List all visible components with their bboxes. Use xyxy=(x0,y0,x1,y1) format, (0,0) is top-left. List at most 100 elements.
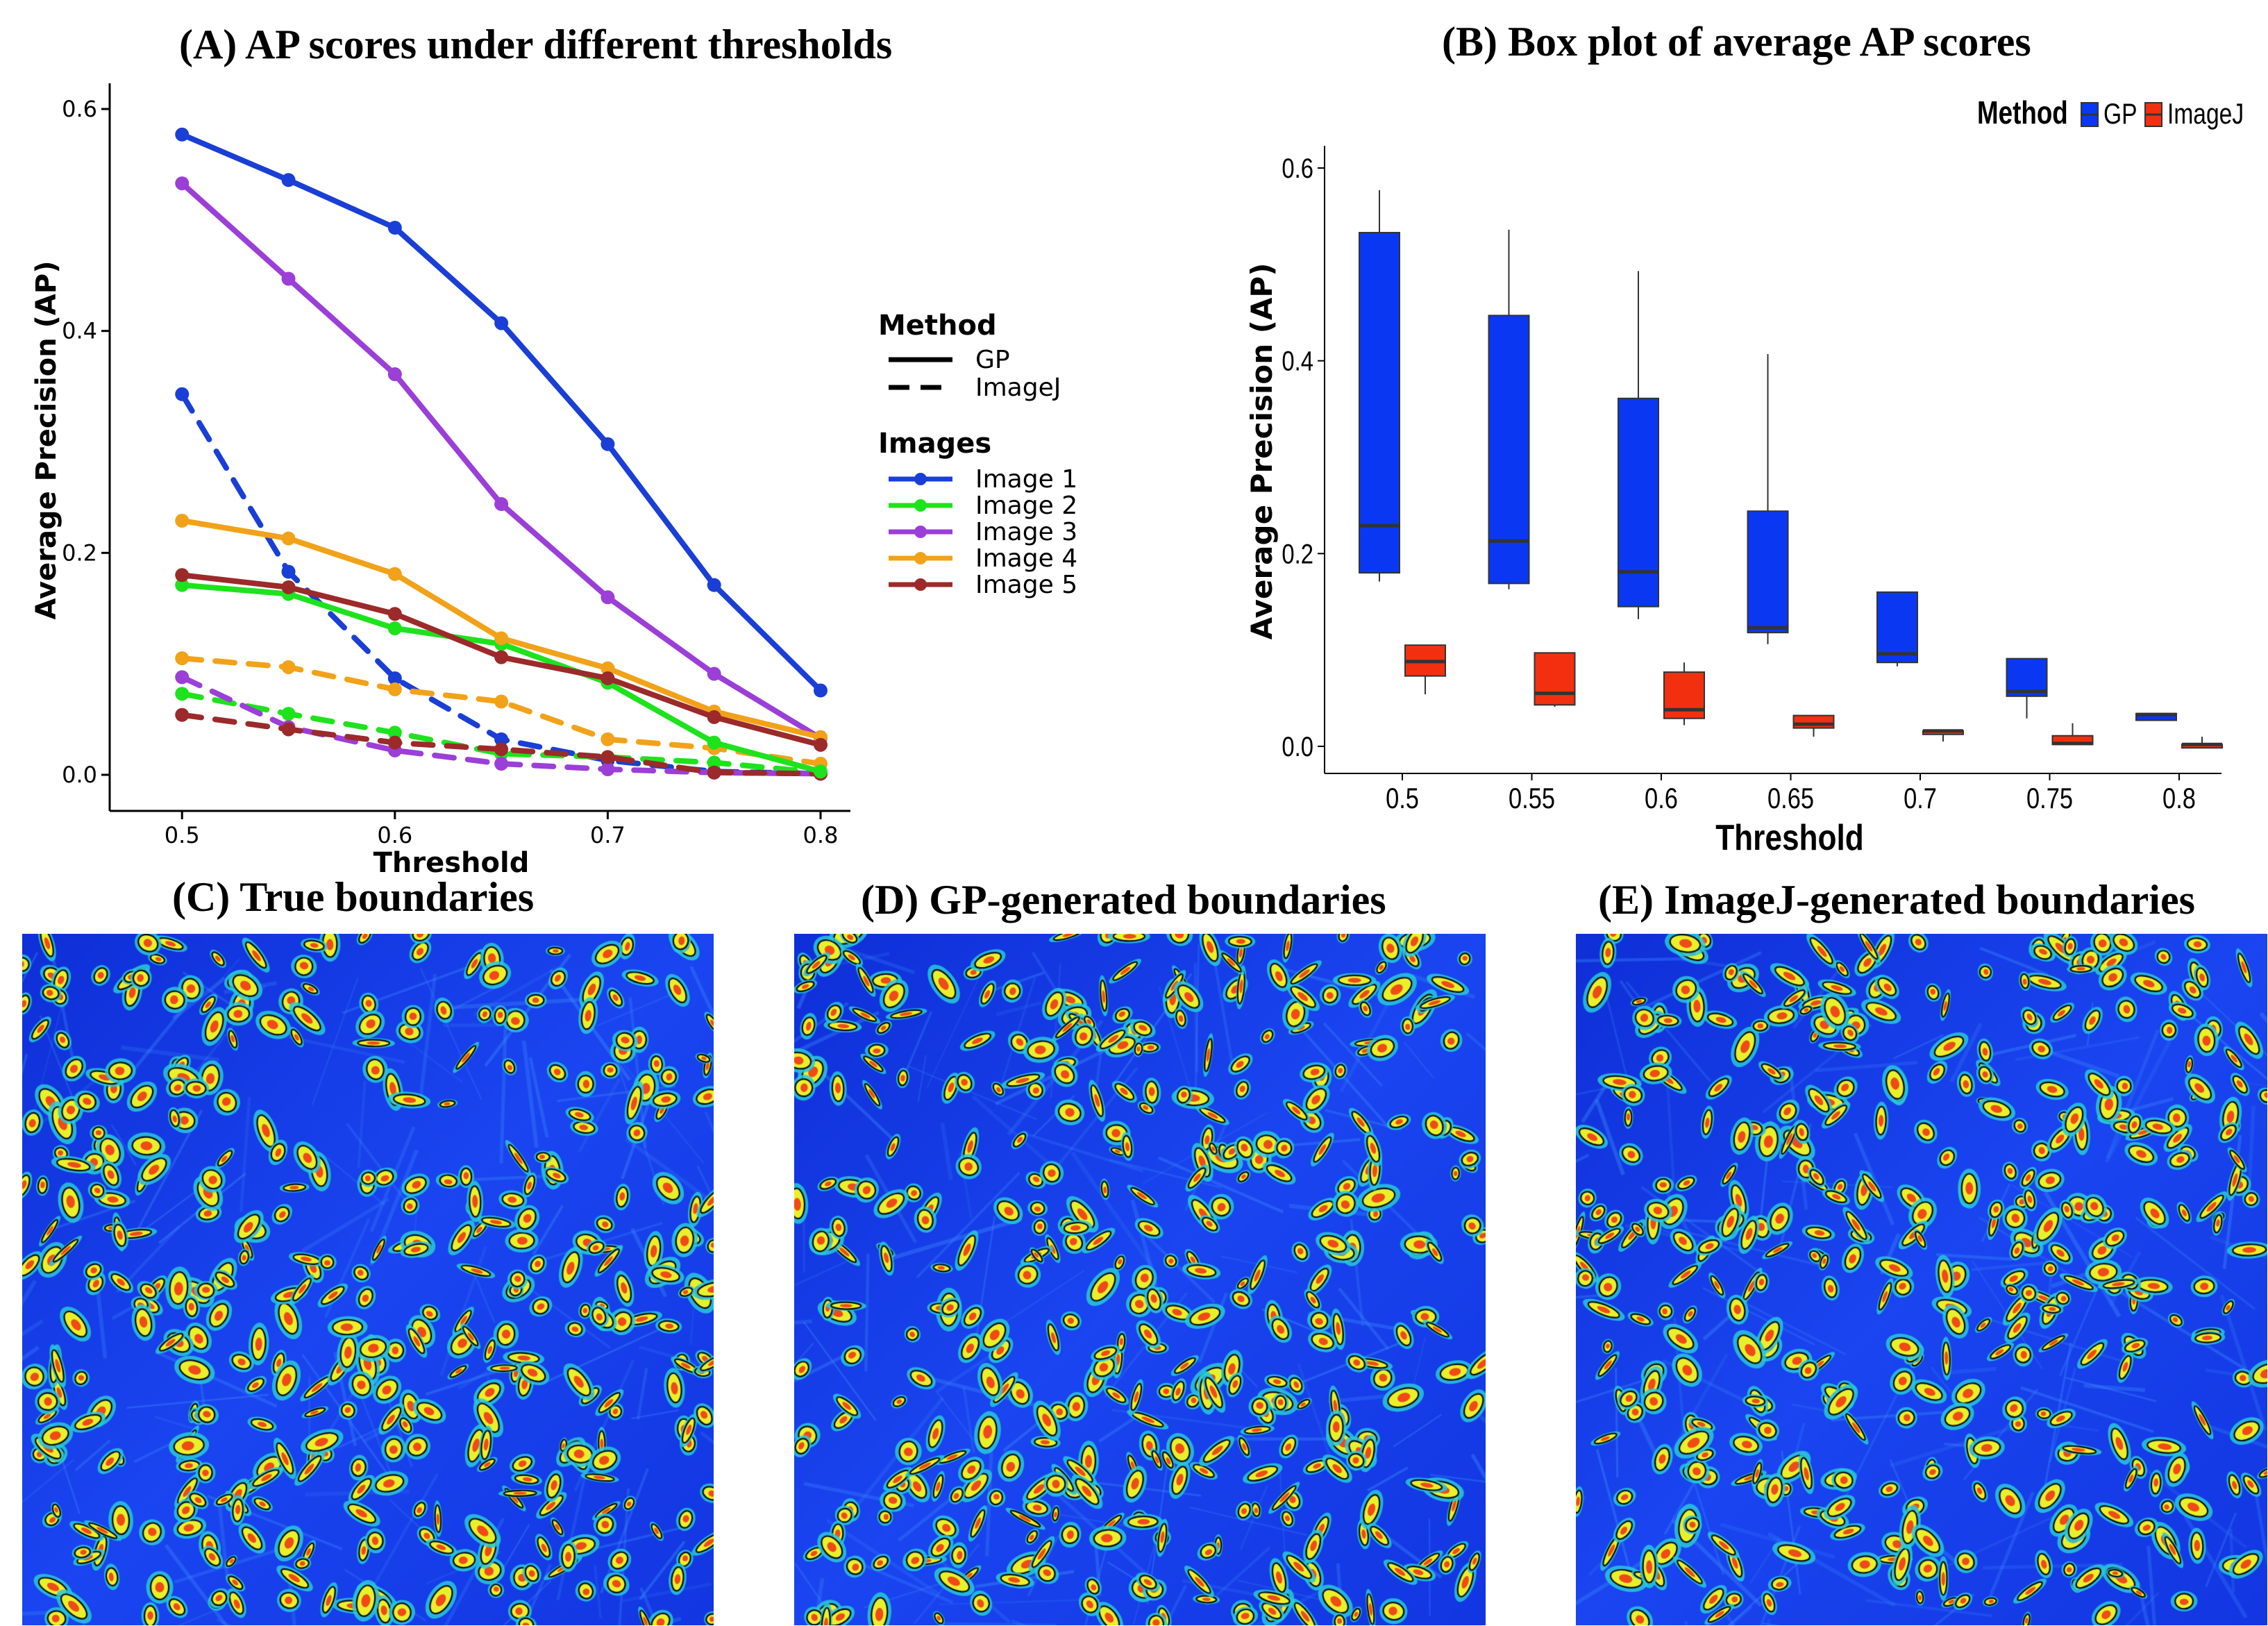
point-image-5-gp xyxy=(175,568,190,582)
chart-a-x-tick-label: 0.6 xyxy=(377,822,412,848)
box-plot-ap-scores: 0.0 0.2 0.4 0.6 0.5 0.55 0.6 0.65 0.7 0.75 0.8 Thre… xyxy=(1245,94,2244,858)
chart-b-x-axis-title: Threshold xyxy=(1715,818,1864,858)
line-chart-ap-scores: 0.0 0.2 0.4 0.6 0.5 0.6 0.7 0.8 Threshold Average… xyxy=(31,83,1077,879)
point-image-2-imagej xyxy=(707,755,721,770)
point-image-1-gp xyxy=(387,221,402,235)
point-image-1-gp xyxy=(600,437,615,451)
point-image-4-gp xyxy=(387,567,402,581)
panel-a-title: (A) AP scores under different thresholds xyxy=(179,22,893,67)
point-image-3-gp xyxy=(281,271,296,286)
chart-b-y-axis-title: Average Precision (AP) xyxy=(1245,263,1279,640)
point-image-4-gp xyxy=(175,513,190,528)
point-image-3-imagej xyxy=(600,762,615,777)
legend-b-title: Method xyxy=(1977,94,2068,131)
point-image-5-gp xyxy=(387,607,402,621)
chart-b-legend: Method GP ImageJ xyxy=(1977,94,2244,131)
chart-b-y-tick-label: 0.6 xyxy=(1282,153,1313,184)
chart-b-boxes xyxy=(1359,190,2223,749)
chart-a-y-tick-label: 0.6 xyxy=(62,96,97,122)
chart-b-x-tick-label: 0.6 xyxy=(1645,782,1678,815)
point-image-1-gp xyxy=(281,173,296,187)
legend-key-point-image-1 xyxy=(914,473,927,485)
point-image-2-gp xyxy=(387,621,402,636)
chart-a-series xyxy=(175,127,828,781)
image-gp-boundaries xyxy=(794,934,1486,1625)
panel-c-title: (C) True boundaries xyxy=(172,874,535,920)
point-image-1-imagej xyxy=(387,671,402,685)
chart-a-x-tick-label: 0.5 xyxy=(165,822,200,848)
legend-label-image-5: Image 5 xyxy=(975,571,1077,599)
point-image-2-gp xyxy=(175,578,190,592)
point-image-4-imagej xyxy=(494,694,509,709)
point-image-2-imagej xyxy=(175,687,190,701)
point-image-4-gp xyxy=(600,661,615,676)
point-image-1-imagej xyxy=(494,732,509,746)
line-image-1-gp xyxy=(179,131,823,694)
point-image-3-gp xyxy=(494,497,509,512)
point-image-5-gp xyxy=(600,671,615,685)
legend-label-image-1: Image 1 xyxy=(975,465,1077,494)
point-image-1-gp xyxy=(175,127,190,142)
point-image-3-gp xyxy=(707,667,721,681)
point-image-5-imagej xyxy=(600,750,615,764)
box-gp xyxy=(1876,591,1918,664)
chart-a-y-axis-title: Average Precision (AP) xyxy=(31,261,62,620)
panel-b-title: (B) Box plot of average AP scores xyxy=(1442,19,2031,65)
point-image-5-imagej xyxy=(494,742,509,757)
chart-b-x-tick-label: 0.75 xyxy=(2026,782,2073,815)
point-image-4-gp xyxy=(281,531,296,546)
point-image-4-imagej xyxy=(281,660,296,674)
point-image-3-imagej xyxy=(494,757,509,771)
image-imagej-boundaries xyxy=(1576,934,2267,1625)
chart-b-x-tick-label: 0.65 xyxy=(1767,782,1814,815)
point-image-5-gp xyxy=(707,710,721,724)
point-image-1-imagej xyxy=(175,387,190,401)
box-gp xyxy=(1747,510,1789,634)
chart-a-axes: 0.0 0.2 0.4 0.6 0.5 0.6 0.7 0.8 Threshold Average… xyxy=(31,83,850,879)
image-d-canvas xyxy=(794,934,1486,1625)
point-image-2-gp xyxy=(707,735,721,750)
chart-a-y-tick-label: 0.4 xyxy=(62,318,97,344)
point-image-4-imagej xyxy=(387,682,402,696)
legend-b-label-imagej: ImageJ xyxy=(2167,99,2244,131)
box-imagej xyxy=(1792,714,1835,729)
point-image-3-gp xyxy=(175,176,190,191)
box-gp xyxy=(1359,232,1400,574)
point-image-3-imagej xyxy=(175,670,190,685)
chart-a-y-tick-label: 0.2 xyxy=(62,539,97,566)
point-image-5-imagej xyxy=(387,735,402,750)
image-e-canvas xyxy=(1576,934,2267,1625)
chart-a-y-tick-label: 0.0 xyxy=(62,762,97,788)
image-true-boundaries xyxy=(22,934,714,1625)
legend-method-title: Method xyxy=(878,310,997,342)
legend-key-point-image-5 xyxy=(914,578,927,591)
point-image-2-gp xyxy=(814,764,828,779)
point-image-1-gp xyxy=(814,683,828,698)
panel-d-title: (D) GP-generated boundaries xyxy=(861,877,1386,923)
point-image-2-imagej xyxy=(281,707,296,721)
image-c-canvas xyxy=(22,934,714,1625)
point-image-3-gp xyxy=(387,367,402,382)
legend-key-point-image-2 xyxy=(914,499,927,512)
point-image-5-imagej xyxy=(707,765,721,780)
point-image-5-imagej xyxy=(175,707,190,722)
chart-b-axes: 0.0 0.2 0.4 0.6 0.5 0.55 0.6 0.65 0.7 0.75 0.8 Thre… xyxy=(1245,146,2221,858)
box-imagej xyxy=(1534,652,1576,706)
panel-e-title: (E) ImageJ-generated boundaries xyxy=(1598,877,2195,923)
legend-label-image-3: Image 3 xyxy=(975,518,1077,546)
point-image-5-gp xyxy=(814,737,828,752)
legend-b-label-gp: GP xyxy=(2103,99,2137,131)
point-image-5-gp xyxy=(494,650,509,664)
legend-method-label-imagej: ImageJ xyxy=(975,374,1061,402)
point-image-1-gp xyxy=(707,578,721,592)
chart-b-y-tick-label: 0.2 xyxy=(1282,538,1313,569)
legend-label-image-4: Image 4 xyxy=(975,544,1077,573)
chart-b-x-tick-label: 0.5 xyxy=(1386,782,1419,815)
chart-a-x-tick-label: 0.8 xyxy=(803,822,839,848)
box-gp xyxy=(1618,397,1659,607)
box-gp xyxy=(1488,315,1530,585)
point-image-2-imagej xyxy=(387,726,402,740)
chart-b-x-tick-label: 0.8 xyxy=(2162,782,2196,815)
chart-a-x-tick-label: 0.7 xyxy=(590,822,625,848)
